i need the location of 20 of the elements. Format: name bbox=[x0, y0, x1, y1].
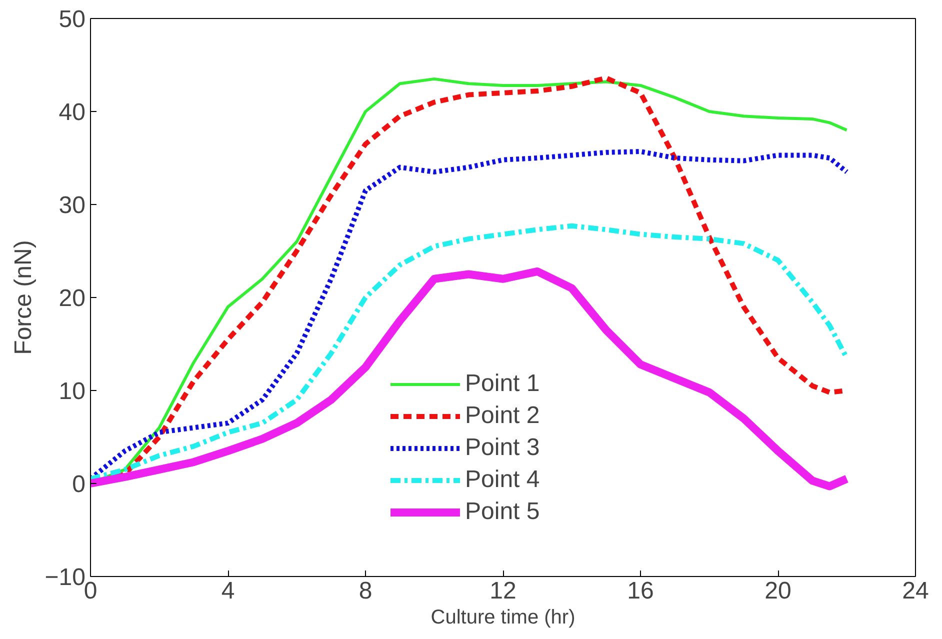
x-tick-label: 4 bbox=[221, 578, 235, 604]
y-tick-label: 40 bbox=[58, 99, 86, 126]
x-tick-label: 16 bbox=[627, 578, 654, 604]
x-tick-label: 8 bbox=[358, 578, 372, 604]
legend-label: Point 2 bbox=[465, 402, 540, 430]
x-axis-title: Culture time (hr) bbox=[430, 606, 576, 628]
legend-label: Point 5 bbox=[465, 498, 540, 526]
legend-label: Point 4 bbox=[465, 466, 540, 494]
x-tick-label: 12 bbox=[490, 578, 516, 604]
y-tick-label: 0 bbox=[72, 471, 86, 498]
y-axis-title: Force (nN) bbox=[10, 240, 37, 355]
legend-label: Point 3 bbox=[465, 434, 540, 462]
y-tick-label: 20 bbox=[58, 285, 86, 312]
y-tick-label: −10 bbox=[44, 564, 86, 591]
x-tick-label: 20 bbox=[764, 578, 792, 604]
y-tick-label: 30 bbox=[58, 192, 86, 219]
legend-label: Point 1 bbox=[465, 370, 540, 398]
y-tick-label: 50 bbox=[58, 6, 86, 33]
y-tick-label: 10 bbox=[58, 378, 86, 405]
x-tick-label: 24 bbox=[902, 578, 929, 604]
